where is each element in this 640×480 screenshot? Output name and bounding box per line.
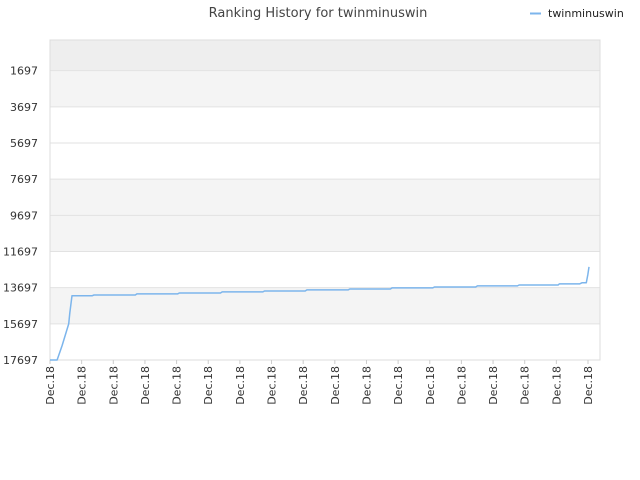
x-tick-label: Dec.18 — [297, 366, 310, 405]
plot-band — [50, 40, 600, 71]
series-line-twinminuswin[interactable] — [50, 266, 590, 361]
legend[interactable]: twinminuswin — [530, 7, 624, 20]
x-tick-label: Dec.18 — [360, 366, 373, 405]
x-tick-label: Dec.18 — [455, 366, 468, 405]
x-axis-ticks: Dec.18 Dec.18 Dec.18 Dec.18 Dec.18 Dec.18 Dec.… — [44, 360, 595, 405]
x-tick-label: Dec.18 — [234, 366, 247, 405]
x-tick-label: Dec.18 — [44, 366, 57, 405]
series-layer — [50, 266, 590, 361]
legend-label: twinminuswin — [548, 7, 624, 20]
x-tick-label: Dec.18 — [519, 366, 532, 405]
y-tick-label: 17697 — [3, 354, 38, 367]
x-tick-label: Dec.18 — [107, 366, 120, 405]
plot-band — [50, 287, 600, 324]
y-tick-label: 3697 — [10, 101, 38, 114]
x-tick-label: Dec.18 — [550, 366, 563, 405]
x-tick-label: Dec.18 — [139, 366, 152, 405]
plot-band — [50, 215, 600, 252]
y-tick-label: 9697 — [10, 209, 38, 222]
x-tick-label: Dec.18 — [202, 366, 215, 405]
x-tick-label: Dec.18 — [329, 366, 342, 405]
plot-band — [50, 143, 600, 180]
x-tick-label: Dec.18 — [171, 366, 184, 405]
y-tick-label: 11697 — [3, 246, 38, 259]
plot-bands — [50, 40, 600, 360]
y-tick-label: 1697 — [10, 65, 38, 78]
plot-band — [50, 179, 600, 216]
x-tick-label: Dec.18 — [76, 366, 89, 405]
y-axis-ticks: 1697 3697 5697 7697 9697 11697 13697 15697 17697 — [3, 65, 38, 367]
x-tick-label: Dec.18 — [487, 366, 500, 405]
x-tick-label: Dec.18 — [392, 366, 405, 405]
y-tick-label: 15697 — [3, 318, 38, 331]
plot-band — [50, 106, 600, 144]
x-tick-label: Dec.18 — [266, 366, 279, 405]
y-tick-label: 7697 — [10, 173, 38, 186]
y-tick-label: 13697 — [3, 282, 38, 295]
chart-title: Ranking History for twinminuswin — [209, 6, 428, 21]
plot-frame — [49, 39, 601, 361]
y-tick-label: 5697 — [10, 137, 38, 150]
plot-band — [50, 251, 600, 288]
plot-band — [50, 70, 600, 107]
plot-band — [50, 323, 600, 360]
x-tick-label: Dec.18 — [582, 366, 595, 405]
x-tick-label: Dec.18 — [424, 366, 437, 405]
